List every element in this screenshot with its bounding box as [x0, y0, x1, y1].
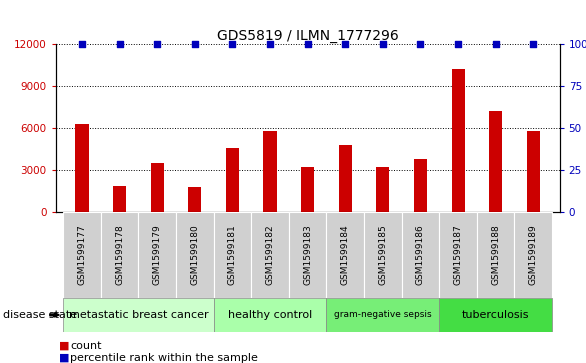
- Text: count: count: [70, 340, 102, 351]
- Text: GSM1599178: GSM1599178: [115, 225, 124, 285]
- Text: GSM1599185: GSM1599185: [379, 225, 387, 285]
- Text: GSM1599183: GSM1599183: [303, 225, 312, 285]
- Text: disease state: disease state: [3, 310, 77, 320]
- Bar: [515, 212, 552, 298]
- Text: GSM1599177: GSM1599177: [77, 225, 87, 285]
- Bar: [527, 131, 540, 212]
- Point: [529, 41, 538, 46]
- Bar: [440, 298, 552, 332]
- Point: [228, 41, 237, 46]
- Bar: [376, 167, 390, 212]
- Text: GSM1599187: GSM1599187: [454, 225, 462, 285]
- Bar: [489, 111, 502, 212]
- Bar: [440, 212, 477, 298]
- Bar: [301, 167, 314, 212]
- Bar: [401, 212, 440, 298]
- Point: [115, 41, 124, 46]
- Point: [454, 41, 463, 46]
- Text: GSM1599188: GSM1599188: [491, 225, 500, 285]
- Bar: [188, 187, 202, 212]
- Bar: [339, 145, 352, 212]
- Bar: [214, 298, 326, 332]
- Text: percentile rank within the sample: percentile rank within the sample: [70, 352, 258, 363]
- Text: metastatic breast cancer: metastatic breast cancer: [69, 310, 208, 320]
- Bar: [101, 212, 138, 298]
- Text: ■: ■: [59, 340, 69, 351]
- Point: [190, 41, 199, 46]
- Bar: [289, 212, 326, 298]
- Point: [340, 41, 350, 46]
- Text: GSM1599181: GSM1599181: [228, 225, 237, 285]
- Point: [77, 41, 87, 46]
- Bar: [326, 212, 364, 298]
- Bar: [264, 131, 277, 212]
- Bar: [113, 185, 126, 212]
- Title: GDS5819 / ILMN_1777296: GDS5819 / ILMN_1777296: [217, 29, 398, 42]
- Bar: [76, 124, 88, 212]
- Text: gram-negative sepsis: gram-negative sepsis: [334, 310, 432, 319]
- Bar: [226, 148, 239, 212]
- Point: [152, 41, 162, 46]
- Point: [303, 41, 312, 46]
- Bar: [63, 212, 101, 298]
- Bar: [364, 212, 401, 298]
- Text: healthy control: healthy control: [228, 310, 312, 320]
- Bar: [326, 298, 440, 332]
- Bar: [176, 212, 214, 298]
- Text: GSM1599180: GSM1599180: [190, 225, 199, 285]
- Point: [265, 41, 275, 46]
- Bar: [151, 163, 164, 212]
- Text: GSM1599184: GSM1599184: [340, 225, 350, 285]
- Bar: [214, 212, 251, 298]
- Text: GSM1599179: GSM1599179: [153, 225, 162, 285]
- Point: [378, 41, 387, 46]
- Bar: [414, 159, 427, 212]
- Point: [416, 41, 425, 46]
- Text: tuberculosis: tuberculosis: [462, 310, 529, 320]
- Text: GSM1599189: GSM1599189: [529, 225, 538, 285]
- Bar: [451, 69, 465, 212]
- Text: GSM1599182: GSM1599182: [265, 225, 275, 285]
- Text: ■: ■: [59, 352, 69, 363]
- Bar: [477, 212, 515, 298]
- Bar: [63, 298, 214, 332]
- Bar: [138, 212, 176, 298]
- Text: GSM1599186: GSM1599186: [416, 225, 425, 285]
- Point: [491, 41, 500, 46]
- Bar: [251, 212, 289, 298]
